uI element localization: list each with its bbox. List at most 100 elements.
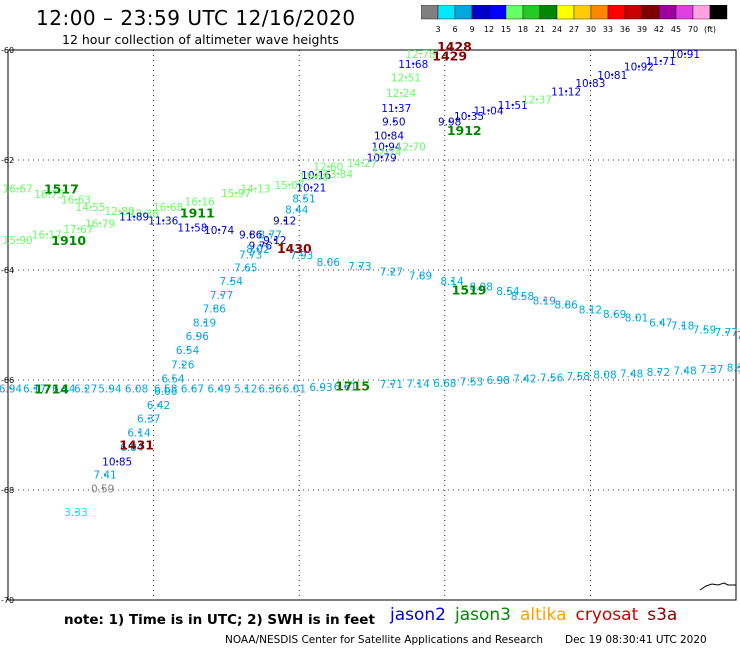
wave-height-point <box>256 247 260 251</box>
wave-height-point <box>16 187 19 190</box>
wave-height-point <box>523 377 527 380</box>
wave-height-label: 12.78 <box>406 49 436 61</box>
wave-height-point <box>344 385 347 388</box>
wave-height-label: 14.27 <box>347 158 377 170</box>
wave-height-label: 16.67 <box>3 184 33 196</box>
wave-height-point <box>725 330 728 334</box>
wave-height-point <box>506 289 510 293</box>
wave-height-label: 16.68 <box>153 202 183 214</box>
wave-height-point <box>217 228 221 232</box>
legend-item-s3a: s3a <box>647 605 678 625</box>
wave-height-label: 8.44 <box>285 205 309 217</box>
wave-height-label: 7.42 <box>513 373 536 385</box>
wave-height-point <box>480 285 483 288</box>
wave-height-point <box>196 334 199 338</box>
wave-height-label: 7.93 <box>290 250 313 262</box>
wave-height-label: 6.14 <box>52 383 76 395</box>
wave-height-label: 6.96 <box>186 331 210 343</box>
wave-height-label: 13.84 <box>323 169 353 181</box>
wave-height-label: 11.37 <box>381 103 411 115</box>
legend-item-jason3: jason3 <box>455 605 511 625</box>
wave-height-label: 8.77 <box>258 229 281 241</box>
wave-height-point <box>385 145 388 148</box>
wave-height-label: 11.89 <box>119 212 149 224</box>
wave-height-point <box>681 324 684 327</box>
wave-height-point <box>203 321 206 324</box>
wave-height-point <box>450 279 454 283</box>
wave-height-point <box>404 76 408 79</box>
wave-height-label: 8.19 <box>193 317 216 329</box>
wave-height-label: 10.74 <box>204 225 234 237</box>
wave-height-label: 8.02 <box>246 244 269 256</box>
wave-height-label: 6.94 <box>0 383 22 395</box>
wave-height-point <box>135 387 138 390</box>
wave-height-label: 11.51 <box>498 100 528 112</box>
y-tick-label: -62 <box>1 156 14 165</box>
wave-height-label: 9.12 <box>273 216 296 228</box>
wave-height-label: 7.37 <box>700 364 723 376</box>
wave-height-point <box>710 367 713 371</box>
pass-time-label: 1430 <box>277 241 312 256</box>
wave-height-point <box>577 374 580 378</box>
wave-height-label: 10.21 <box>296 183 326 195</box>
wave-height-label: 6.36 <box>258 383 282 395</box>
wave-height-label: 6.67 <box>181 383 204 395</box>
wave-height-point <box>395 106 398 109</box>
wave-height-label: 6.01 <box>283 383 306 395</box>
wave-height-label: 7.77 <box>715 327 738 339</box>
wave-height-point <box>659 59 662 63</box>
satellite-legend: jason2 jason3 altika cryosat s3a <box>390 605 686 625</box>
wave-height-point <box>611 73 614 76</box>
wave-height-point <box>166 205 170 208</box>
wave-height-point <box>327 165 330 168</box>
wave-height-point <box>33 387 36 390</box>
pass-time-label: 1519 <box>452 282 487 297</box>
y-tick-label: -68 <box>1 486 14 495</box>
wave-height-point <box>361 161 364 164</box>
wave-height-label: 15.97 <box>221 188 251 200</box>
wave-height-label: 8.58 <box>511 291 534 303</box>
wave-height-point <box>283 219 286 222</box>
wave-height-label: 7.86 <box>203 304 227 316</box>
wave-height-point <box>300 253 303 257</box>
pass-time-label: 1428 <box>437 39 472 54</box>
wave-height-point <box>217 387 221 390</box>
wave-height-point <box>467 114 471 118</box>
wave-height-point <box>198 200 201 203</box>
wave-height-point <box>103 473 107 476</box>
wave-height-label: 6.49 <box>207 383 230 395</box>
wave-height-point <box>302 197 306 200</box>
page-subtitle: 12 hour collection of altimeter wave hei… <box>62 32 339 47</box>
wave-height-label: 6.84 <box>120 442 144 454</box>
wave-height-label: 6.68 <box>433 378 456 390</box>
wave-height-label: 17.67 <box>63 224 93 236</box>
wave-height-point <box>657 370 660 373</box>
wave-height-point <box>399 91 403 95</box>
wave-height-label: 8.14 <box>440 276 464 288</box>
wave-height-point <box>443 381 446 384</box>
wave-height-label: 8.12 <box>579 305 602 317</box>
wave-height-point <box>312 175 315 178</box>
wave-height-point <box>659 321 662 324</box>
wave-height-label: 14.13 <box>240 184 270 196</box>
wave-height-label: 12.60 <box>313 162 343 174</box>
wave-height-point <box>380 156 383 159</box>
wave-height-label: 7.59 <box>693 324 716 336</box>
wave-height-point <box>171 377 175 380</box>
wave-height-point <box>116 460 119 463</box>
wave-height-label: 15.90 <box>3 235 33 247</box>
pass-time-label: 1910 <box>51 233 86 248</box>
wave-height-point <box>683 369 687 372</box>
wave-height-label: 7.26 <box>171 360 195 372</box>
wave-height-point <box>191 226 194 229</box>
wave-height-label: 8.08 <box>593 370 616 382</box>
colorbar-tick-label: (ft) <box>704 25 716 34</box>
wave-height-label: 6.17 <box>23 383 46 395</box>
colorbar-tick-label: 12 <box>484 25 494 34</box>
wave-height-point <box>101 487 104 490</box>
colorbar-tick-label: 3 <box>435 25 440 34</box>
wave-height-point <box>603 373 607 376</box>
wave-height-label: 5.94 <box>98 383 122 395</box>
wave-height-label: 7.14 <box>406 378 430 390</box>
wave-height-point <box>613 312 616 316</box>
